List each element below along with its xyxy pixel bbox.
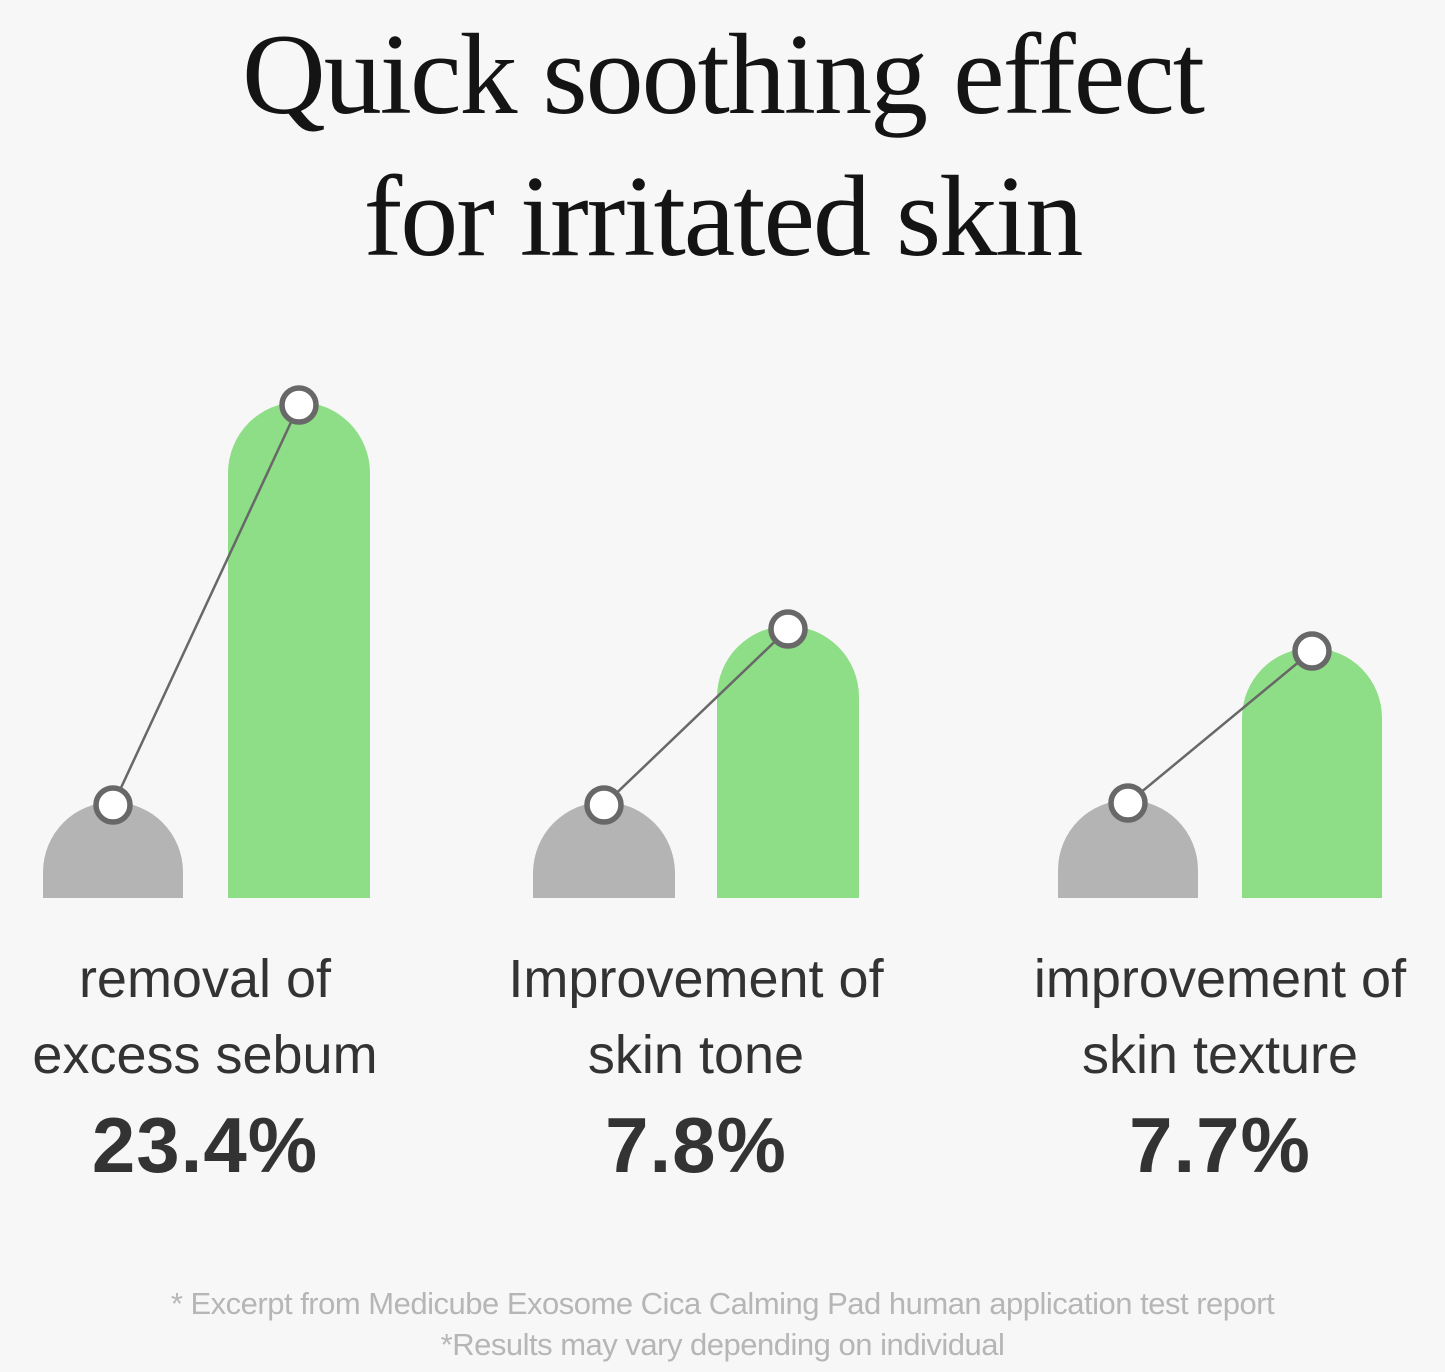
- group-label-line2: excess sebum: [32, 1025, 378, 1085]
- group-value: 23.4%: [91, 1101, 319, 1189]
- group-label-sebum: removal of excess sebum 23.4%: [0, 941, 485, 1187]
- after-bar-1: [717, 626, 859, 898]
- group-label-line1: Improvement of: [508, 949, 884, 1009]
- group-label-skin-texture: improvement of skin texture 7.7%: [940, 941, 1445, 1187]
- group-label-skin-tone: Improvement of skin tone 7.8%: [416, 941, 976, 1187]
- after-bar-0: [228, 402, 370, 898]
- group-label-line2: skin tone: [587, 1025, 805, 1085]
- before-bar-1: [533, 802, 675, 898]
- before-bar-0: [43, 802, 183, 898]
- group-label-line1: removal of: [78, 949, 332, 1009]
- group-value: 7.8%: [605, 1101, 787, 1189]
- page-title-line1: Quick soothing effect: [242, 11, 1205, 139]
- footnote: * Excerpt from Medicube Exosome Cica Cal…: [0, 1283, 1445, 1365]
- footnote-line1: * Excerpt from Medicube Exosome Cica Cal…: [170, 1286, 1275, 1321]
- group-label-line1: improvement of: [1033, 949, 1407, 1009]
- after-bar-2: [1242, 648, 1382, 898]
- before-bar-2: [1058, 800, 1198, 898]
- group-value: 7.7%: [1129, 1101, 1311, 1189]
- page-title-line2: for irritated skin: [363, 153, 1084, 281]
- page-title: Quick soothing effect for irritated skin: [0, 0, 1445, 288]
- footnote-line2: *Results may vary depending on individua…: [440, 1327, 1005, 1362]
- group-label-line2: skin texture: [1081, 1025, 1359, 1085]
